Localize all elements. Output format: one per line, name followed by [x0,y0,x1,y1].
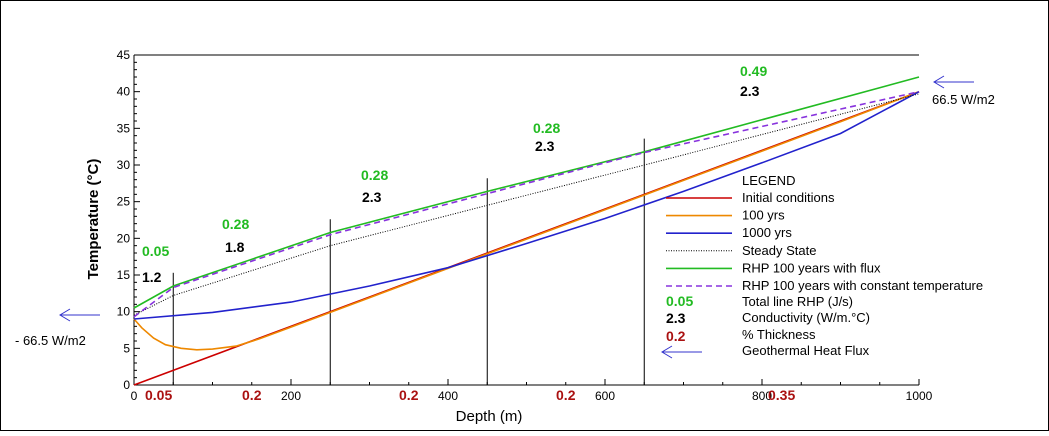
flux-right-label: 66.5 W/m2 [932,92,995,107]
x-tick-label: 800 [752,389,772,403]
layer-rhp-label: 0.28 [533,120,560,136]
layer-thickness-label: 0.2 [242,387,262,403]
y-axis-title: Temperature (°C) [85,159,102,280]
y-tick-label: 35 [117,121,131,135]
y-tick-label: 40 [117,85,131,99]
layer-label-group: 0.28 2.3 0.2 [361,167,419,403]
y-tick-label: 0 [123,378,130,392]
legend: LEGEND Initial conditions 100 yrs 1000 yrs… [661,173,983,359]
x-tick-label: 1000 [906,389,933,403]
legend-rhp-sample: 0.05 [666,293,693,309]
legend-entry-label: RHP 100 years with constant temperature [742,278,983,293]
layer-rhp-label: 0.49 [740,63,767,79]
y-tick-label: 10 [117,305,131,319]
layer-label-group: 0.28 1.8 0.2 [222,216,262,403]
layer-conductivity-label: 1.8 [225,239,245,255]
layer-rhp-label: 0.05 [142,243,169,259]
x-tick-label: 600 [595,389,615,403]
layer-conductivity-label: 1.2 [142,269,162,285]
y-tick-label: 5 [123,341,130,355]
layer-rhp-label: 0.28 [222,216,249,232]
x-tick-label: 0 [131,389,138,403]
flux-arrow-right [933,75,974,89]
layer-conductivity-label: 2.3 [740,83,760,99]
legend-cond-sample: 2.3 [666,310,686,326]
y-tick-label: 30 [117,158,131,172]
legend-flux-text: Geothermal Heat Flux [742,343,870,358]
layer-label-group: 0.49 2.3 0.35 [740,63,795,403]
legend-rhp-text: Total line RHP (J/s) [742,294,853,309]
layer-label-group: 0.28 2.3 0.2 [533,120,576,403]
layer-boundaries [172,138,645,385]
series-steady-state [133,93,920,316]
series-rhp-100-years-with-constant-temperature [133,90,920,318]
layer-conductivity-label: 2.3 [535,138,555,154]
legend-entry-label: Steady State [742,243,816,258]
series-100-yrs [133,90,920,351]
x-tick-label: 200 [281,389,301,403]
layer-label-group: 0.05 1.2 0.05 [142,243,172,403]
y-tick-label: 20 [117,231,131,245]
legend-thick-sample: 0.2 [666,328,686,344]
legend-entry-label: Initial conditions [742,190,835,205]
x-axis-ticks: 0 200 400 600 800 1000 [131,379,933,403]
layer-rhp-label: 0.28 [361,167,388,183]
series-lines [133,76,920,386]
flux-arrow-left [59,308,100,322]
legend-entry-label: 100 yrs [742,208,785,223]
x-axis-title: Depth (m) [456,408,523,425]
series-1000-yrs [133,90,920,320]
series-rhp-100-years-with-flux [133,76,920,309]
legend-entry-label: 1000 yrs [742,225,792,240]
layer-thickness-label: 0.2 [399,387,419,403]
layer-conductivity-label: 2.3 [362,189,382,205]
y-tick-label: 25 [117,195,131,209]
legend-entry-label: RHP 100 years with flux [742,260,881,275]
layer-thickness-label: 0.2 [556,387,576,403]
y-tick-label: 15 [117,268,131,282]
x-tick-label: 400 [438,389,458,403]
layer-thickness-label: 0.05 [145,387,172,403]
y-tick-label: 45 [117,48,131,62]
layer-thickness-label: 0.35 [768,387,795,403]
legend-flux-arrow-icon [661,345,702,359]
legend-cond-text: Conductivity (W/m.°C) [742,310,870,325]
legend-title: LEGEND [742,173,795,188]
legend-entries: Initial conditions 100 yrs 1000 yrs Steady … [666,190,983,293]
legend-thick-text: % Thickness [742,327,816,342]
flux-left-label: - 66.5 W/m2 [15,333,86,348]
layer-labels: 0.051.20.050.281.80.20.282.30.20.282.30.… [142,63,795,403]
